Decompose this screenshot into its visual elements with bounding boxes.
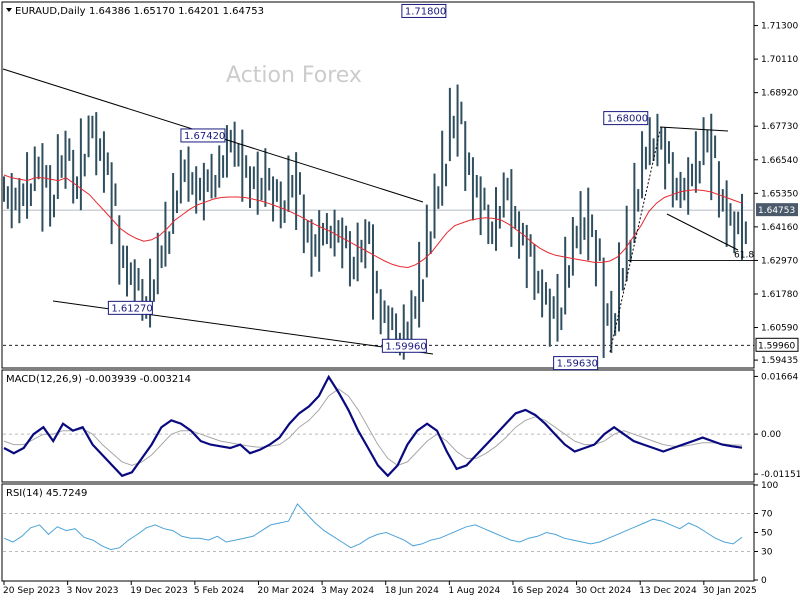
fib-diagonal-line — [609, 130, 661, 353]
current-price-box — [756, 203, 798, 217]
price-annotation-box — [401, 3, 447, 18]
rsi-axis-tick-label: 70 — [761, 510, 773, 520]
macd-axis-tick-label: 0.01664 — [761, 372, 798, 382]
price-axis-tick-label: 1.60590 — [761, 324, 798, 334]
price-annotation-label: 1.59960 — [385, 341, 426, 352]
moving-average-line — [3, 174, 743, 269]
price-annotation-box — [603, 111, 649, 126]
price-axis-tick-label: 1.71300 — [761, 22, 798, 32]
x-axis-tick-label: 16 Sep 2024 — [512, 586, 569, 596]
x-axis-tick-label: 30 Oct 2024 — [576, 586, 632, 596]
price-annotation-box — [381, 338, 427, 353]
x-axis-tick-label: 20 Mar 2024 — [257, 586, 314, 596]
x-axis-tick-label: 20 Sep 2023 — [3, 586, 60, 596]
price-axis-tick-label: 1.64160 — [761, 223, 798, 233]
x-axis-tick-label: 5 Feb 2024 — [194, 586, 245, 596]
rsi-axis-tick-label: 0 — [761, 576, 767, 586]
current-price-label: 1.64753 — [758, 206, 795, 216]
support-level-box — [755, 337, 799, 352]
rsi-line — [3, 503, 743, 551]
price-annotation-box — [107, 300, 153, 315]
price-axis-tick-label: 1.61780 — [761, 290, 798, 300]
x-axis-tick-label: 13 Dec 2024 — [639, 586, 697, 596]
price-annotation-label: 1.68000 — [607, 114, 648, 125]
watermark: Action Forex — [226, 63, 362, 88]
rsi-panel-frame — [1, 483, 755, 582]
x-axis-tick-label: 3 Nov 2023 — [67, 586, 119, 596]
macd-signal-line — [3, 388, 743, 466]
price-axis-tick-label: 1.66540 — [761, 156, 798, 166]
rsi-label: RSI(14) 45.7249 — [6, 488, 87, 499]
price-axis-tick-label: 1.59435 — [761, 356, 798, 366]
macd-axis-tick-label: 0.00 — [761, 430, 781, 440]
macd-label: MACD(12,26,9) -0.003939 -0.003214 — [6, 374, 191, 385]
macd-axis-tick-label: -0.011515 — [761, 470, 800, 480]
dropdown-triangle-icon[interactable] — [6, 8, 12, 12]
x-axis-tick-label: 18 Jun 2024 — [385, 586, 439, 596]
price-annotation-label: 1.59630 — [557, 359, 598, 370]
rsi-axis-tick-label: 50 — [761, 529, 773, 539]
price-axis-tick-label: 1.68920 — [761, 89, 798, 99]
macd-line — [3, 374, 743, 478]
x-axis-tick-label: 1 Aug 2024 — [448, 586, 500, 596]
price-annotation-label: 1.71800 — [405, 6, 446, 17]
price-annotation-label: 1.67420 — [184, 131, 225, 142]
ohlc-label: 1.64386 1.65170 1.64201 1.64753 — [89, 6, 264, 17]
price-annotation-label: 1.61270 — [111, 303, 152, 314]
x-axis-tick-label: 30 Jan 2025 — [703, 586, 757, 596]
wedge-upper-trendline — [659, 126, 729, 132]
price-axis-tick-label: 1.65350 — [761, 189, 798, 199]
price-axis-tick-label: 1.62970 — [761, 256, 798, 266]
price-annotation-box — [553, 356, 599, 371]
fib-level-label: 61.8 — [734, 250, 754, 260]
wedge-lower-trendline — [666, 213, 739, 251]
price-axis-tick-label: 1.67730 — [761, 122, 798, 132]
price-axis-tick-label: 1.70110 — [761, 55, 798, 65]
rsi-axis-tick-label: 100 — [761, 481, 778, 491]
price-annotation-box — [180, 128, 226, 143]
rsi-axis-tick-label: 30 — [761, 548, 773, 558]
support-level-label: 1.59960 — [758, 341, 795, 351]
x-axis-tick-label: 3 May 2024 — [321, 586, 374, 596]
x-axis-tick-label: 19 Dec 2023 — [130, 586, 188, 596]
symbol-label: EURAUD,Daily — [15, 6, 86, 17]
